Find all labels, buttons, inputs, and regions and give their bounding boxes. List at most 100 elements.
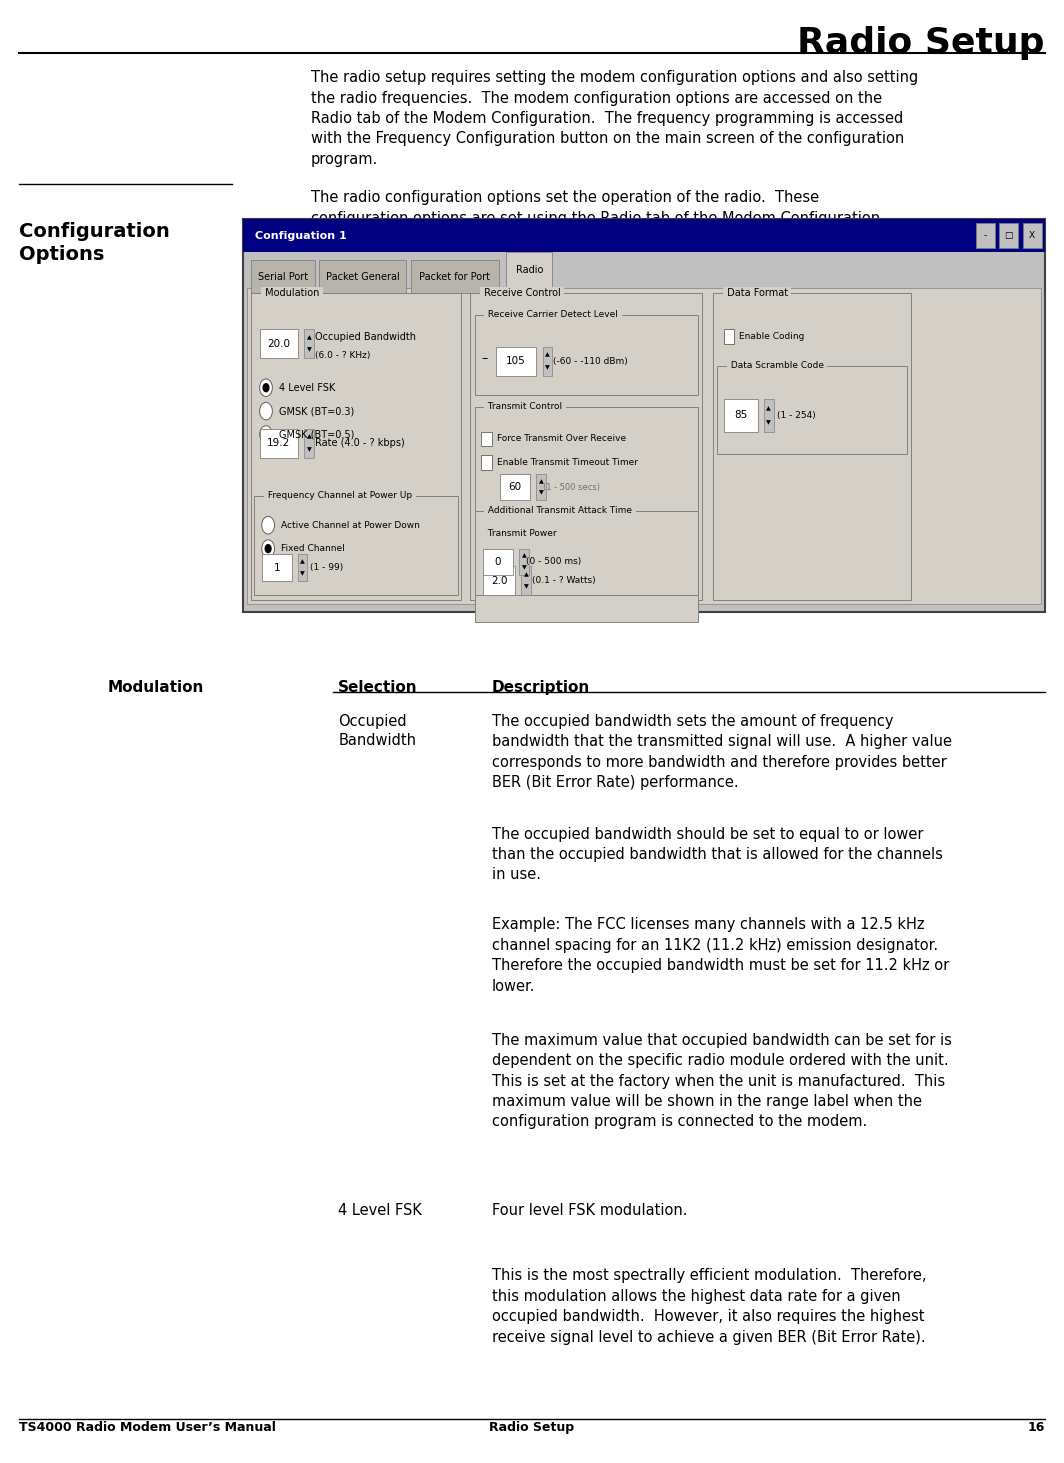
Text: 60: 60 [509, 483, 521, 492]
Text: ▼: ▼ [538, 490, 544, 496]
Text: Modulation: Modulation [107, 680, 204, 695]
FancyBboxPatch shape [243, 219, 1045, 612]
Text: Radio Setup: Radio Setup [797, 26, 1045, 60]
FancyBboxPatch shape [543, 347, 552, 376]
Text: ▼: ▼ [306, 448, 312, 452]
FancyBboxPatch shape [304, 329, 314, 358]
FancyBboxPatch shape [475, 407, 698, 515]
Text: (1 - 254): (1 - 254) [777, 411, 815, 420]
FancyBboxPatch shape [483, 549, 513, 575]
Text: ▲: ▲ [300, 559, 305, 565]
FancyBboxPatch shape [717, 366, 907, 454]
Text: Example: The FCC licenses many channels with a 12.5 kHz
channel spacing for an 1: Example: The FCC licenses many channels … [492, 917, 949, 993]
Text: ▲: ▲ [538, 478, 544, 484]
FancyBboxPatch shape [496, 347, 536, 376]
Text: The occupied bandwidth should be set to equal to or lower
than the occupied band: The occupied bandwidth should be set to … [492, 827, 943, 882]
FancyBboxPatch shape [470, 293, 702, 600]
FancyBboxPatch shape [411, 260, 499, 293]
Text: Active Channel at Power Down: Active Channel at Power Down [281, 521, 420, 530]
Text: Receive Carrier Detect Level: Receive Carrier Detect Level [485, 310, 621, 319]
Text: □: □ [1004, 231, 1013, 240]
FancyBboxPatch shape [519, 549, 529, 575]
Text: 1: 1 [273, 563, 280, 572]
FancyBboxPatch shape [483, 566, 515, 595]
Text: ▲: ▲ [523, 572, 529, 576]
Text: (-60 - -110 dBm): (-60 - -110 dBm) [553, 357, 628, 366]
Text: Configuation 1: Configuation 1 [255, 231, 347, 240]
Text: ▼: ▼ [300, 571, 305, 576]
Circle shape [265, 544, 271, 553]
Text: ▼: ▼ [766, 420, 771, 426]
Text: Packet General: Packet General [326, 272, 400, 281]
FancyBboxPatch shape [506, 252, 552, 288]
Text: The occupied bandwidth sets the amount of frequency
bandwidth that the transmitt: The occupied bandwidth sets the amount o… [492, 714, 951, 790]
Text: Radio Setup: Radio Setup [489, 1421, 575, 1434]
Text: Configuration
Options: Configuration Options [19, 222, 170, 265]
FancyBboxPatch shape [764, 399, 774, 432]
Text: 2.0: 2.0 [491, 576, 508, 585]
Text: Serial Port: Serial Port [257, 272, 309, 281]
Text: GMSK (BT=0.5): GMSK (BT=0.5) [279, 430, 354, 439]
Text: 16: 16 [1028, 1421, 1045, 1434]
Text: 0: 0 [495, 557, 501, 566]
Text: ▲: ▲ [306, 335, 312, 339]
Text: ▼: ▼ [521, 565, 527, 571]
Text: -: - [983, 231, 987, 240]
Text: Transmit Power: Transmit Power [485, 530, 560, 538]
Text: ▲: ▲ [521, 553, 527, 559]
Text: Receive Control: Receive Control [481, 288, 564, 297]
Text: Frequency Channel at Power Up: Frequency Channel at Power Up [265, 492, 415, 500]
Circle shape [260, 379, 272, 396]
Text: ▲: ▲ [545, 353, 550, 357]
Text: Enable Transmit Timeout Timer: Enable Transmit Timeout Timer [497, 458, 638, 467]
FancyBboxPatch shape [254, 496, 458, 595]
FancyBboxPatch shape [976, 222, 995, 249]
Circle shape [263, 383, 269, 392]
Text: 105: 105 [506, 357, 526, 366]
FancyBboxPatch shape [724, 399, 758, 432]
Text: (0.1 - ? Watts): (0.1 - ? Watts) [532, 576, 596, 585]
Text: 4 Level FSK: 4 Level FSK [279, 383, 335, 392]
Text: 85: 85 [734, 411, 747, 420]
Text: Force Transmit Over Receive: Force Transmit Over Receive [497, 435, 626, 443]
Text: The maximum value that occupied bandwidth can be set for is
dependent on the spe: The maximum value that occupied bandwidt… [492, 1033, 951, 1129]
FancyBboxPatch shape [481, 432, 492, 446]
Text: Modulation: Modulation [262, 288, 322, 297]
FancyBboxPatch shape [251, 260, 315, 293]
Text: The radio setup requires setting the modem configuration options and also settin: The radio setup requires setting the mod… [311, 70, 918, 167]
Text: Occupied
Bandwidth: Occupied Bandwidth [338, 714, 416, 748]
FancyBboxPatch shape [247, 288, 1041, 604]
Circle shape [260, 426, 272, 443]
Text: The radio configuration options set the operation of the radio.  These
configura: The radio configuration options set the … [311, 190, 880, 246]
Text: Description: Description [492, 680, 589, 695]
FancyBboxPatch shape [1023, 222, 1042, 249]
FancyBboxPatch shape [260, 329, 298, 358]
FancyBboxPatch shape [298, 554, 307, 581]
Text: X: X [1029, 231, 1035, 240]
FancyBboxPatch shape [713, 293, 911, 600]
Text: Transmit Control: Transmit Control [485, 402, 565, 411]
Text: (1 - 500 secs): (1 - 500 secs) [543, 483, 600, 492]
Text: Enable Coding: Enable Coding [739, 332, 804, 341]
FancyBboxPatch shape [481, 455, 492, 470]
Text: Selection: Selection [338, 680, 418, 695]
Text: Rate (4.0 - ? kbps): Rate (4.0 - ? kbps) [315, 439, 404, 448]
Text: 4 Level FSK: 4 Level FSK [338, 1203, 422, 1217]
FancyBboxPatch shape [251, 293, 461, 600]
FancyBboxPatch shape [999, 222, 1018, 249]
FancyBboxPatch shape [319, 260, 406, 293]
FancyBboxPatch shape [475, 534, 698, 622]
FancyBboxPatch shape [536, 474, 546, 500]
Circle shape [260, 402, 272, 420]
Text: Radio: Radio [516, 265, 543, 275]
Text: –: – [481, 353, 487, 364]
FancyBboxPatch shape [475, 511, 698, 595]
Text: Packet for Port: Packet for Port [419, 272, 491, 281]
FancyBboxPatch shape [724, 329, 734, 344]
Text: Four level FSK modulation.: Four level FSK modulation. [492, 1203, 687, 1217]
Text: ▲: ▲ [306, 435, 312, 439]
Text: Fixed Channel: Fixed Channel [281, 544, 345, 553]
Circle shape [262, 516, 275, 534]
Text: TS4000 Radio Modem User’s Manual: TS4000 Radio Modem User’s Manual [19, 1421, 276, 1434]
Text: This is the most spectrally efficient modulation.  Therefore,
this modulation al: This is the most spectrally efficient mo… [492, 1268, 926, 1344]
